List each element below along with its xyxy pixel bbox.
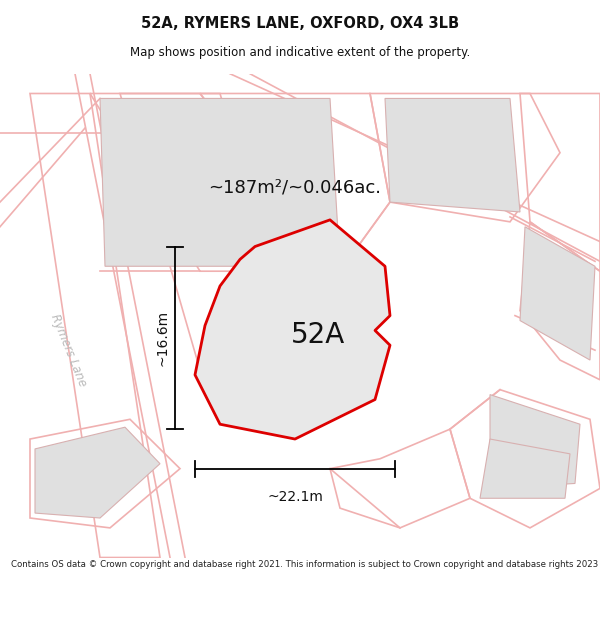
- Polygon shape: [100, 98, 340, 266]
- Text: Contains OS data © Crown copyright and database right 2021. This information is : Contains OS data © Crown copyright and d…: [11, 559, 600, 569]
- Text: ~187m²/~0.046ac.: ~187m²/~0.046ac.: [209, 178, 382, 196]
- Text: 52A, RYMERS LANE, OXFORD, OX4 3LB: 52A, RYMERS LANE, OXFORD, OX4 3LB: [141, 16, 459, 31]
- Text: ~22.1m: ~22.1m: [267, 491, 323, 504]
- Polygon shape: [385, 98, 520, 212]
- Polygon shape: [35, 427, 160, 518]
- Text: ~16.6m: ~16.6m: [156, 310, 170, 366]
- Text: 52A: 52A: [291, 321, 345, 349]
- Text: Map shows position and indicative extent of the property.: Map shows position and indicative extent…: [130, 46, 470, 59]
- Polygon shape: [490, 394, 580, 488]
- Text: Rymers Lane: Rymers Lane: [47, 312, 88, 388]
- Polygon shape: [480, 439, 570, 498]
- Polygon shape: [195, 220, 390, 439]
- Polygon shape: [520, 227, 595, 360]
